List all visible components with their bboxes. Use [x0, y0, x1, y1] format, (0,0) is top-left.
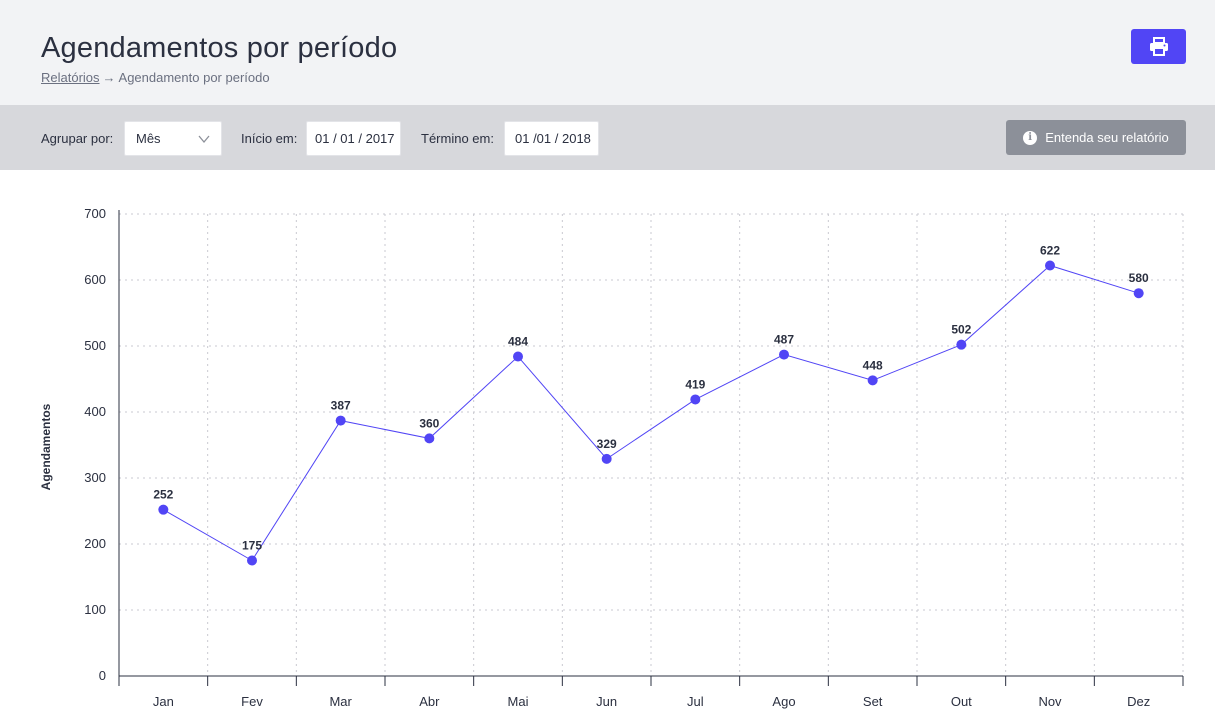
x-tick-label: Mai: [508, 694, 529, 709]
data-point: [247, 555, 257, 566]
y-tick-label: 100: [84, 602, 106, 617]
group-by-label: Agrupar por:: [41, 131, 114, 146]
data-label: 502: [951, 323, 971, 337]
end-date-field[interactable]: 01 /01 / 2018: [504, 121, 599, 156]
group-by-value: Mês: [136, 131, 161, 146]
x-tick-label: Dez: [1127, 694, 1150, 709]
data-label: 580: [1129, 271, 1149, 285]
data-point: [424, 433, 435, 444]
series-line: [163, 264, 1139, 562]
x-tick-label: Abr: [419, 694, 440, 709]
y-tick-label: 200: [84, 536, 106, 551]
printer-icon: [1149, 37, 1168, 56]
y-tick-label: 700: [84, 206, 106, 221]
y-tick-label: 0: [99, 668, 106, 683]
data-label: 484: [508, 335, 528, 349]
start-date-field[interactable]: 01 / 01 / 2017: [306, 121, 401, 156]
breadcrumb-current: Agendamento por período: [118, 70, 270, 85]
data-point: [779, 349, 789, 360]
y-tick-label: 500: [84, 338, 106, 353]
x-tick-label: Set: [863, 694, 883, 709]
data-point: [690, 394, 701, 405]
x-tick-label: Mar: [329, 694, 352, 709]
x-tick-label: Nov: [1038, 694, 1062, 709]
x-tick-label: Jan: [153, 694, 174, 709]
data-label: 175: [242, 539, 262, 553]
data-label: 329: [597, 437, 617, 451]
data-label: 419: [685, 377, 705, 391]
data-point: [601, 453, 612, 464]
x-tick-label: Fev: [241, 694, 263, 709]
report-help-button[interactable]: i Entenda seu relatório: [1006, 120, 1186, 155]
y-tick-label: 400: [84, 404, 106, 419]
data-point: [335, 415, 346, 426]
data-point: [1045, 260, 1055, 271]
page-title: Agendamentos por período: [41, 32, 398, 64]
x-tick-label: Jun: [596, 694, 617, 709]
report-help-label: Entenda seu relatório: [1045, 130, 1169, 145]
breadcrumb: Relatórios → Agendamento por período: [41, 70, 270, 85]
y-tick-label: 600: [84, 272, 106, 287]
page-header: Agendamentos por período Relatórios → Agen…: [0, 0, 1215, 105]
data-label: 252: [153, 488, 173, 502]
y-axis-title: Agendamentos: [39, 403, 53, 490]
data-label: 360: [419, 416, 439, 430]
data-label: 387: [331, 399, 351, 413]
filter-bar: Agrupar por: Mês Início em: 01 / 01 / 20…: [0, 105, 1215, 170]
group-by-select[interactable]: Mês: [124, 121, 222, 156]
chevron-down-icon: [198, 135, 210, 144]
data-label: 622: [1040, 243, 1060, 257]
data-point: [956, 339, 967, 350]
data-point: [158, 504, 169, 515]
data-label: 448: [863, 358, 883, 372]
print-button[interactable]: [1131, 29, 1186, 64]
breadcrumb-separator: →: [102, 70, 116, 85]
end-date-label: Término em:: [421, 131, 494, 146]
data-point: [867, 375, 878, 386]
data-point: [1133, 288, 1144, 299]
x-tick-label: Out: [951, 694, 972, 709]
y-tick-label: 300: [84, 470, 106, 485]
x-tick-label: Ago: [772, 694, 795, 709]
breadcrumb-link-relatorios[interactable]: Relatórios: [41, 70, 100, 85]
chart-svg: 0 100 200 300 400 500 600 700 Jan Fev Mar Abr Mai Jun…: [39, 206, 1184, 709]
data-label: 487: [774, 333, 794, 347]
line-chart: 0 100 200 300 400 500 600 700 Jan Fev Mar Abr Mai Jun…: [0, 170, 1215, 709]
info-icon: i: [1023, 130, 1038, 145]
x-tick-label: Jul: [687, 694, 704, 709]
data-point: [513, 351, 523, 362]
start-date-label: Início em:: [241, 131, 298, 146]
